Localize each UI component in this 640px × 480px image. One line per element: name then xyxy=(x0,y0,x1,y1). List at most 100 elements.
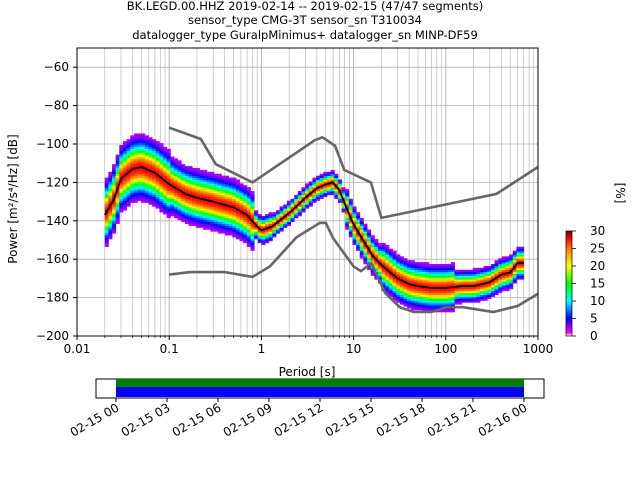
heatmap-cell xyxy=(199,217,204,221)
heatmap-cell xyxy=(392,283,397,286)
heatmap-cell xyxy=(370,240,375,244)
heatmap-cell xyxy=(516,264,521,267)
heatmap-cell xyxy=(170,212,175,215)
heatmap-cell xyxy=(166,216,171,219)
heatmap-cell xyxy=(206,216,211,219)
heatmap-cell xyxy=(367,256,372,259)
heatmap-cell xyxy=(221,191,226,194)
heatmap-cell xyxy=(465,292,470,296)
heatmap-cell xyxy=(334,177,339,180)
heatmap-cell xyxy=(454,269,459,272)
heatmap-cell xyxy=(388,285,393,288)
heatmap-cell xyxy=(206,202,211,205)
heatmap-cell xyxy=(410,273,415,276)
heatmap-cell xyxy=(494,260,499,263)
heatmap-cell xyxy=(133,166,138,169)
heatmap-cell xyxy=(163,191,168,194)
heatmap-cell xyxy=(352,217,357,221)
heatmap-cell xyxy=(170,179,175,182)
heatmap-cell xyxy=(250,200,255,203)
heatmap-cell xyxy=(126,141,131,144)
heatmap-cell xyxy=(465,290,470,294)
heatmap-cell xyxy=(214,181,219,184)
heatmap-cell xyxy=(439,290,444,294)
heatmap-cell xyxy=(177,191,182,194)
heatmap-cell xyxy=(119,156,124,159)
heatmap-cell xyxy=(232,227,237,230)
heatmap-cell xyxy=(210,187,215,190)
heatmap-cell xyxy=(286,214,291,217)
heatmap-cell xyxy=(115,202,120,205)
heatmap-cell xyxy=(214,177,219,180)
heatmap-cell xyxy=(155,162,160,165)
heatmap-cell xyxy=(516,254,521,257)
heatmap-cell xyxy=(374,254,379,257)
heatmap-cell xyxy=(115,206,120,209)
heatmap-cell xyxy=(367,252,372,255)
heatmap-cell xyxy=(483,267,488,271)
heatmap-cell xyxy=(439,279,444,282)
heatmap-cell xyxy=(163,146,168,150)
heatmap-cell xyxy=(112,177,117,180)
heatmap-cell xyxy=(498,260,503,263)
heatmap-cell xyxy=(206,179,211,182)
heatmap-cell xyxy=(170,198,175,201)
heatmap-cell xyxy=(414,292,419,296)
heatmap-cell xyxy=(454,292,459,296)
heatmap-cell xyxy=(112,179,117,182)
heatmap-cell xyxy=(173,198,179,201)
heatmap-cell xyxy=(166,169,171,173)
heatmap-cell xyxy=(199,192,204,196)
heatmap-cell xyxy=(359,229,364,232)
heatmap-cell xyxy=(381,250,386,253)
heatmap-cell xyxy=(305,204,310,207)
ppsd-axes: 0.01 0.1 1 10 100 1000 −200−180−160−140−120−1… xyxy=(6,47,553,379)
heatmap-cell xyxy=(461,298,466,301)
heatmap-cell xyxy=(509,283,514,286)
heatmap-cell xyxy=(487,277,492,280)
heatmap-cell xyxy=(370,248,375,251)
colorbar-tick-label: 15 xyxy=(590,277,605,291)
heatmap-cell xyxy=(126,196,131,200)
heatmap-cell xyxy=(498,281,503,284)
heatmap-cell xyxy=(414,288,419,292)
heatmap-cell xyxy=(396,262,401,265)
heatmap-cell xyxy=(352,240,357,244)
heatmap-cell xyxy=(297,192,302,196)
heatmap-cell xyxy=(133,175,138,178)
heatmap-cell xyxy=(450,285,455,288)
heatmap-cell xyxy=(243,237,248,240)
heatmap-cell xyxy=(407,277,412,280)
heatmap-cell xyxy=(166,173,171,176)
heatmap-cell xyxy=(192,219,197,223)
heatmap-cell xyxy=(388,256,393,259)
heatmap-cell xyxy=(501,262,506,265)
heatmap-cell xyxy=(305,192,310,196)
heatmap-cell xyxy=(330,189,335,192)
heatmap-cell xyxy=(461,294,466,297)
heatmap-cell xyxy=(173,166,179,169)
heatmap-cell xyxy=(385,285,390,288)
heatmap-cell xyxy=(144,141,149,144)
heatmap-cell xyxy=(414,279,419,282)
heatmap-cell xyxy=(228,181,233,184)
heatmap-cell xyxy=(272,217,277,221)
heatmap-cell xyxy=(301,202,306,205)
heatmap-cell xyxy=(126,181,131,184)
heatmap-cell xyxy=(163,166,168,169)
heatmap-cell xyxy=(173,206,179,209)
heatmap-cell xyxy=(122,160,128,163)
heatmap-cell xyxy=(144,152,149,155)
heatmap-cell xyxy=(407,290,412,294)
heatmap-cell xyxy=(203,221,208,224)
heatmap-cell xyxy=(173,200,179,203)
heatmap-cell xyxy=(487,267,492,271)
heatmap-cell xyxy=(115,158,120,161)
heatmap-cell xyxy=(159,156,164,159)
heatmap-cell xyxy=(428,279,434,282)
heatmap-cell xyxy=(170,183,175,186)
heatmap-cell xyxy=(170,210,175,213)
heatmap-cell xyxy=(487,287,492,290)
heatmap-cell xyxy=(345,212,350,215)
heatmap-cell xyxy=(399,302,404,305)
